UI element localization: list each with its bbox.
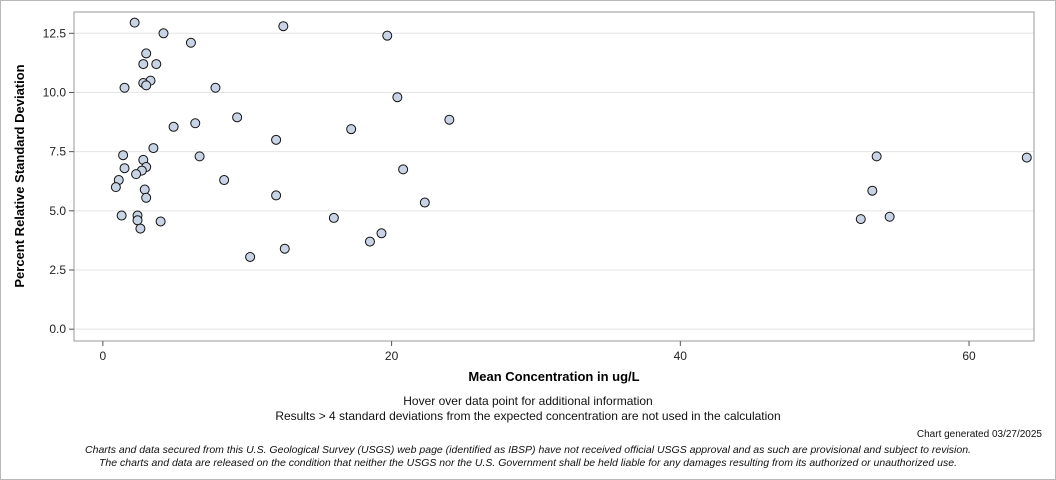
data-point[interactable] xyxy=(884,211,895,222)
y-tick-label: 12.5 xyxy=(43,26,67,40)
data-points xyxy=(110,17,1032,262)
data-point[interactable] xyxy=(116,210,127,221)
x-tick-label: 40 xyxy=(674,349,688,363)
data-point[interactable] xyxy=(190,118,201,129)
disclaimer-line-1: Charts and data secured from this U.S. G… xyxy=(85,444,971,456)
data-point[interactable] xyxy=(271,190,282,201)
y-tick-label: 10.0 xyxy=(43,85,67,99)
data-point[interactable] xyxy=(392,92,403,103)
data-point[interactable] xyxy=(871,151,882,162)
data-point[interactable] xyxy=(867,185,878,196)
data-point[interactable] xyxy=(855,214,866,225)
x-axis-title: Mean Concentration in ug/L xyxy=(468,369,639,384)
data-point[interactable] xyxy=(155,216,166,227)
data-point[interactable] xyxy=(346,124,357,135)
data-point[interactable] xyxy=(219,175,230,186)
data-point[interactable] xyxy=(129,17,140,28)
data-point[interactable] xyxy=(271,134,282,145)
data-point[interactable] xyxy=(118,150,129,161)
data-point[interactable] xyxy=(138,59,149,70)
data-point[interactable] xyxy=(168,121,179,132)
data-point[interactable] xyxy=(135,223,146,234)
data-point[interactable] xyxy=(245,251,256,262)
exclusion-note: Results > 4 standard deviations from the… xyxy=(275,409,781,423)
data-point[interactable] xyxy=(419,197,430,208)
data-point[interactable] xyxy=(151,59,162,70)
data-point[interactable] xyxy=(376,228,387,239)
x-tick-label: 0 xyxy=(100,349,107,363)
data-point[interactable] xyxy=(210,82,221,93)
data-point[interactable] xyxy=(119,163,130,174)
y-tick-label: 5.0 xyxy=(49,204,66,218)
data-point[interactable] xyxy=(158,28,169,39)
data-point[interactable] xyxy=(131,169,142,180)
data-point[interactable] xyxy=(132,215,143,226)
y-tick-label: 2.5 xyxy=(49,263,66,277)
data-point[interactable] xyxy=(364,236,375,247)
x-tick-label: 60 xyxy=(962,349,976,363)
data-point[interactable] xyxy=(141,80,152,91)
plot-area xyxy=(73,11,1035,342)
y-tick-label: 7.5 xyxy=(49,145,66,159)
data-point[interactable] xyxy=(119,82,130,93)
data-point[interactable] xyxy=(398,164,409,175)
data-point[interactable] xyxy=(444,114,455,125)
data-point[interactable] xyxy=(382,30,393,41)
data-point[interactable] xyxy=(148,143,159,154)
data-point[interactable] xyxy=(232,112,243,123)
data-point[interactable] xyxy=(328,212,339,223)
data-point[interactable] xyxy=(1021,152,1032,163)
x-tick-label: 20 xyxy=(385,349,399,363)
y-tick-label: 0.0 xyxy=(49,322,66,336)
data-point[interactable] xyxy=(141,192,152,203)
data-point[interactable] xyxy=(141,48,152,59)
hover-note: Hover over data point for additional inf… xyxy=(403,394,653,408)
data-point[interactable] xyxy=(278,21,289,32)
data-point[interactable] xyxy=(110,182,121,193)
chart-generated-date: Chart generated 03/27/2025 xyxy=(916,429,1042,440)
data-point[interactable] xyxy=(194,151,205,162)
axes: 0.0 2.5 5.0 7.5 10.0 12.5 0 20 40 60 xyxy=(43,26,976,363)
disclaimer-line-2: The charts and data are released on the … xyxy=(99,457,957,469)
grid-lines xyxy=(74,32,1034,330)
data-point[interactable] xyxy=(139,184,150,195)
data-point[interactable] xyxy=(279,243,290,254)
data-point[interactable] xyxy=(185,37,196,48)
y-axis-title: Percent Relative Standard Deviation xyxy=(12,64,27,287)
